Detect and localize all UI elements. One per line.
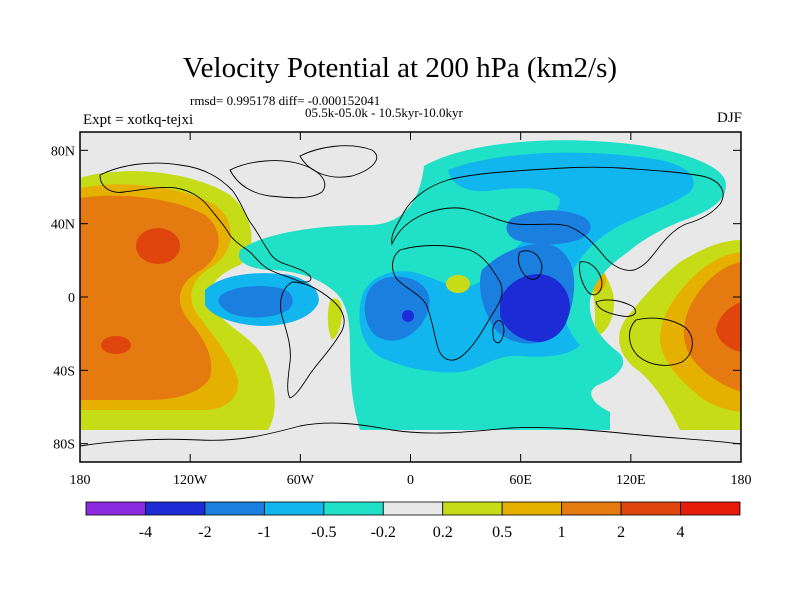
contour-pos-1-east <box>683 262 741 392</box>
contour-pos-0.2-atlantic <box>327 298 342 340</box>
contour-neg-1-america <box>218 286 293 318</box>
coast-north-america <box>99 162 312 283</box>
coast-greenland-canada <box>229 160 326 199</box>
coast-greenland <box>299 145 378 178</box>
colorbar: -4 -2 -1 -0.5 -0.2 0.2 0.5 1 2 4 <box>85 501 741 541</box>
colorbar-swatch <box>145 501 206 516</box>
contour-pos-2-north <box>136 228 180 264</box>
colorbar-label: 0.2 <box>433 524 453 541</box>
lon-label: 180 <box>731 473 752 488</box>
colorbar-swatch <box>620 501 681 516</box>
experiment-label: Expt = xotkq-tejxi <box>83 112 194 128</box>
contour-pos-2-east <box>716 302 741 352</box>
coast-antarctica <box>80 422 741 447</box>
lon-label: 180 <box>70 473 91 488</box>
colorbar-swatch <box>680 501 741 516</box>
colorbar-label: 0.5 <box>492 524 512 541</box>
contour-neg-1-asia <box>506 210 591 245</box>
contour-fill-layer <box>80 132 741 462</box>
lat-label: 40S <box>53 364 75 379</box>
lat-label: 40N <box>51 218 75 233</box>
contour-neg-2-atlantic <box>402 310 414 322</box>
contour-neg-1-atlantic <box>364 276 430 341</box>
lat-label: 0 <box>68 291 75 306</box>
colorbar-label: -2 <box>198 524 211 541</box>
stats-label: rmsd= 0.995178 diff= -0.000152041 <box>190 93 381 108</box>
colorbar-swatch <box>382 501 444 516</box>
colorbar-label: 4 <box>677 524 685 541</box>
colorbar-label: 2 <box>617 524 625 541</box>
colorbar-swatch <box>442 501 503 516</box>
colorbar-swatch <box>501 501 563 516</box>
coast-india <box>517 250 543 280</box>
lat-label: 80S <box>53 438 75 453</box>
colorbar-label: -4 <box>139 524 152 541</box>
contour-neg-2-indian <box>500 274 570 342</box>
lat-label: 80N <box>51 144 75 159</box>
contour-pos-2-south <box>101 336 131 354</box>
coast-south-america <box>280 281 345 399</box>
lon-label: 120E <box>616 473 646 488</box>
lon-label: 60E <box>509 473 532 488</box>
colorbar-label: -0.2 <box>371 524 396 541</box>
period-label: 05.5k-05.0k - 10.5kyr-10.0kyr <box>305 105 463 120</box>
map-title: Velocity Potential at 200 hPa (km2/s) <box>182 52 618 84</box>
lon-label: 120W <box>173 473 208 488</box>
colorbar-swatch <box>204 501 265 516</box>
colorbar-label: -0.5 <box>311 524 336 541</box>
colorbar-swatch <box>323 501 384 516</box>
contour-pos-0.2-africa-top <box>446 275 470 293</box>
colorbar-swatch <box>561 501 622 516</box>
colorbar-label: 1 <box>558 524 566 541</box>
coast-africa <box>392 245 503 361</box>
colorbar-label: -1 <box>258 524 271 541</box>
coast-australia <box>629 317 693 366</box>
colorbar-swatch <box>263 501 325 516</box>
coast-indonesia <box>595 299 636 317</box>
coastlines <box>80 145 741 447</box>
colorbar-swatch <box>85 501 146 516</box>
lon-label: 60W <box>287 473 315 488</box>
season-label: DJF <box>716 110 742 126</box>
coast-madagascar <box>492 320 505 344</box>
coast-eurasia <box>391 166 724 271</box>
coast-indochina <box>579 261 603 296</box>
lon-label: 0 <box>407 473 414 488</box>
axis-ticks: 80N 40N 0 40S 80S 180 120W 60W 0 60E 120E 180 <box>51 132 752 488</box>
